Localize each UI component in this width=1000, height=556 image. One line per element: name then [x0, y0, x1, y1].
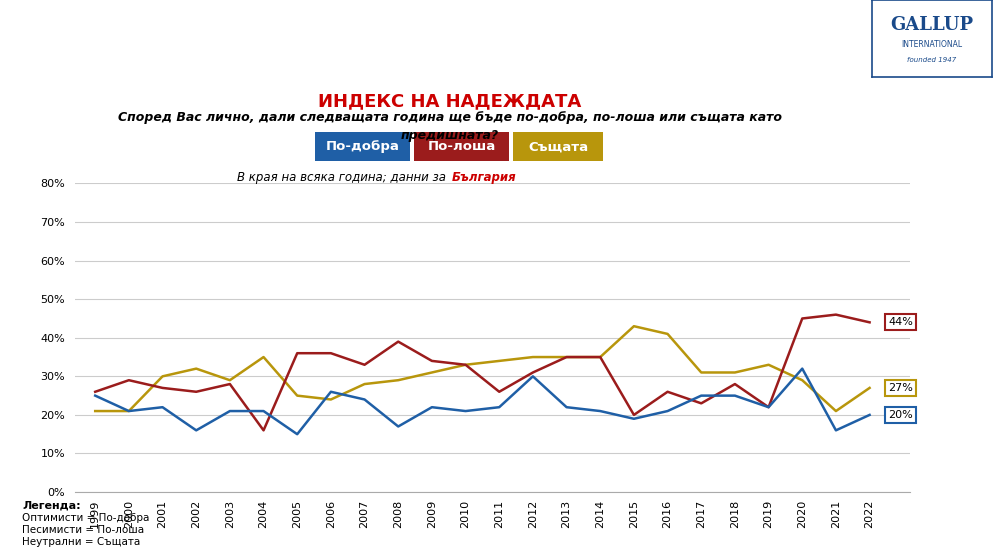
Text: В края на всяка година; данни за: В края на всяка година; данни за — [237, 171, 450, 184]
Text: Песимисти = По-лоша: Песимисти = По-лоша — [22, 525, 144, 535]
Text: 20%: 20% — [888, 410, 913, 420]
Text: Неутрални = Същата: Неутрални = Същата — [22, 537, 140, 547]
FancyBboxPatch shape — [513, 132, 603, 161]
Text: ИНДЕКС НА НАДЕЖДАТА: ИНДЕКС НА НАДЕЖДАТА — [318, 92, 582, 110]
Text: Легенда:: Легенда: — [22, 500, 81, 510]
Text: 27%: 27% — [888, 383, 913, 393]
Text: Според Вас лично, дали следващата година ще бъде по-добра, по-лоша или същата ка: Според Вас лично, дали следващата година… — [118, 111, 782, 124]
Text: Същата: Същата — [528, 140, 588, 153]
FancyBboxPatch shape — [315, 132, 410, 161]
Text: По-лоша: По-лоша — [427, 140, 496, 153]
Text: GALLUP: GALLUP — [890, 16, 974, 33]
Text: предишната?: предишната? — [401, 129, 499, 142]
FancyBboxPatch shape — [414, 132, 509, 161]
Text: founded 1947: founded 1947 — [907, 57, 957, 63]
Text: По-добра: По-добра — [326, 140, 399, 153]
Text: 44%: 44% — [888, 317, 913, 327]
Text: България: България — [452, 171, 517, 184]
Text: Оптимисти = По-добра: Оптимисти = По-добра — [22, 513, 149, 523]
Text: INTERNATIONAL: INTERNATIONAL — [901, 40, 963, 49]
